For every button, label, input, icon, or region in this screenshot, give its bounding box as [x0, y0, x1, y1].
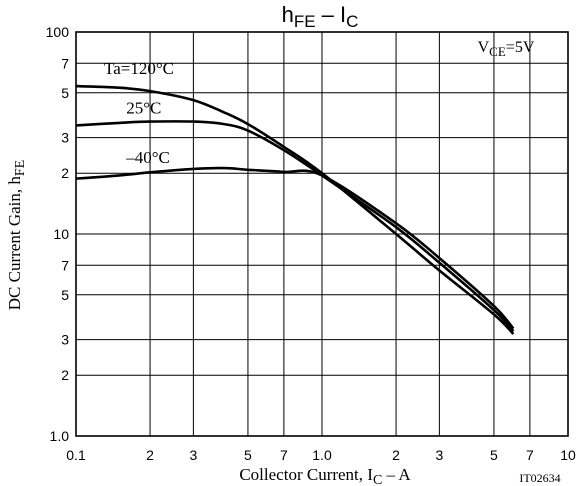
plot-frame: [75, 31, 569, 437]
series-line-2: [75, 166, 515, 330]
tick-labels: 0.1 2 3 5 7 1.0 2 3 5 7 10 1.0 2 3 5 7 10 2 3 5 7 100: [46, 24, 576, 463]
x-tick-label: 0.1: [66, 447, 86, 463]
series-label-1: 25°C: [126, 98, 161, 117]
series-line-0: [75, 84, 515, 335]
y-tick-label: 1.0: [50, 428, 70, 444]
y-tick-label: 5: [61, 85, 69, 101]
y-tick-label: 3: [61, 332, 69, 348]
y-tick-label: 10: [53, 226, 69, 242]
y-tick-label: 7: [61, 257, 69, 273]
x-tick-label: 7: [526, 447, 534, 463]
y-tick-label: 2: [61, 165, 69, 181]
y-tick-label: 7: [61, 55, 69, 71]
series-labels: Ta=120°C 25°C –40°C: [104, 59, 174, 167]
condition-label: VCE=5V: [478, 39, 535, 59]
x-tick-label: 10: [560, 447, 576, 463]
x-tick-label: 1.0: [312, 447, 332, 463]
x-tick-label: 5: [490, 447, 498, 463]
x-axis-label: Collector Current, IC – A: [239, 465, 411, 486]
series-label-2: –40°C: [125, 148, 170, 167]
figure-id: IT02634: [519, 471, 560, 485]
series-lines: [75, 84, 515, 335]
y-tick-label: 2: [61, 367, 69, 383]
x-tick-label: 2: [146, 447, 154, 463]
x-tick-label: 2: [392, 447, 400, 463]
x-tick-label: 7: [280, 447, 288, 463]
series-line-1: [75, 120, 515, 333]
series-label-0: Ta=120°C: [104, 59, 174, 78]
chart-title: hFE – IC: [282, 2, 359, 31]
x-tick-label: 3: [435, 447, 443, 463]
y-tick-label: 3: [61, 130, 69, 146]
grid: [76, 32, 568, 436]
y-tick-label: 100: [46, 24, 70, 40]
x-tick-label: 3: [189, 447, 197, 463]
x-tick-label: 5: [244, 447, 252, 463]
y-axis-label: DC Current Gain, hFE: [5, 160, 28, 310]
y-tick-label: 5: [61, 287, 69, 303]
